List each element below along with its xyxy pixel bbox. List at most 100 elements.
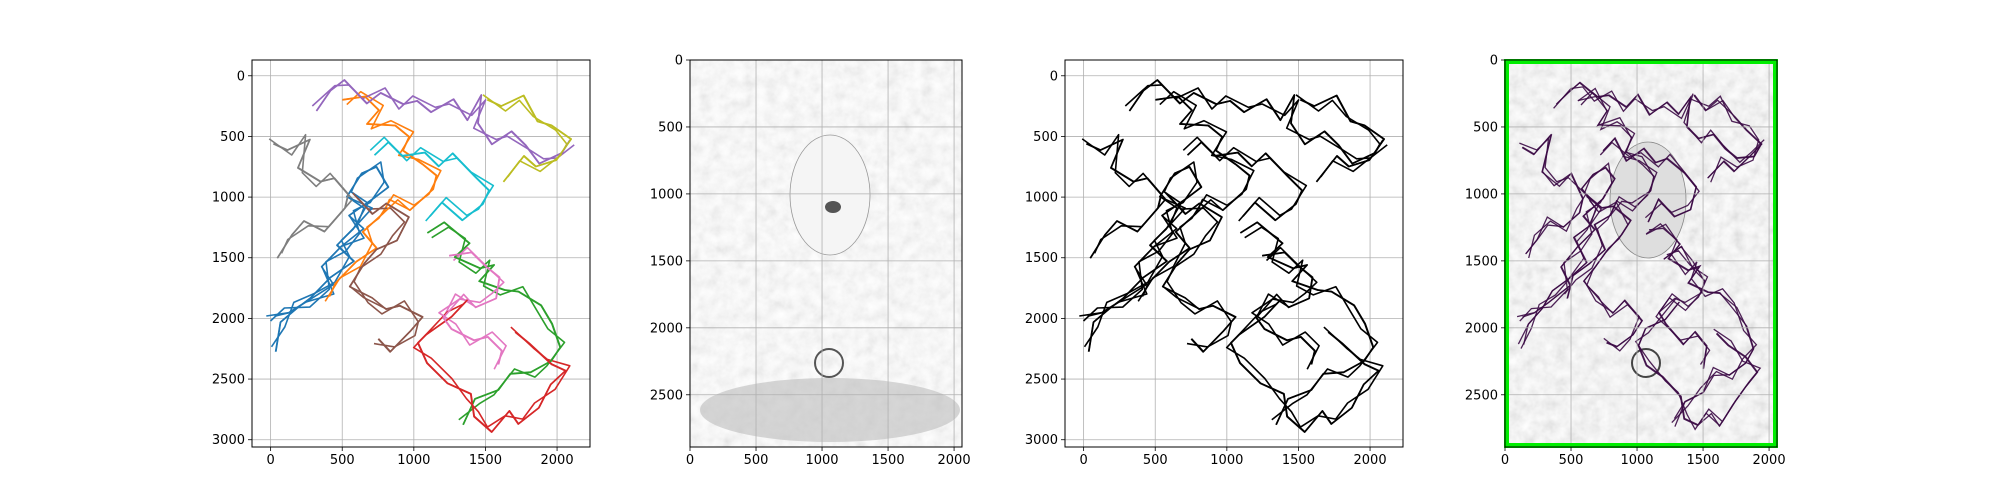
overlay-line (1634, 297, 1762, 431)
panel-4-face-shape (1609, 141, 1687, 259)
series-line (328, 95, 438, 297)
series-line (442, 251, 503, 365)
y-tick-label: 0 (675, 54, 683, 69)
overlay-line (1637, 301, 1758, 428)
y-tick-label: 2500 (1465, 388, 1498, 403)
panel-2-face-shape (789, 134, 871, 256)
overlay-line (1602, 137, 1697, 223)
x-tick-label: 500 (1143, 453, 1168, 468)
overlay-line (1645, 223, 1755, 419)
x-tick-label: 500 (1559, 453, 1584, 468)
series-line (1295, 94, 1381, 178)
x-tick-label: 2000 (541, 453, 574, 468)
y-tick-label: 1500 (650, 254, 683, 269)
series-line (486, 94, 572, 183)
panel-4-overlay (1516, 81, 1765, 431)
x-tick-label: 0 (1501, 453, 1509, 468)
y-tick-label: 1000 (1025, 191, 1058, 206)
series-line (1128, 79, 1384, 165)
panel-3-plot (1079, 79, 1388, 433)
series-line (1299, 94, 1385, 183)
panel-2-image-content (690, 60, 962, 447)
x-tick-label: 0 (1079, 453, 1087, 468)
panel-3-ticks: 0 500 1000 1500 2000 0 500 1000 1500 2000 2500 3000 (1025, 69, 1387, 468)
series-line (348, 192, 424, 353)
overlay-line (1521, 134, 1584, 255)
series-line (1087, 166, 1202, 352)
y-tick-label: 0 (1490, 54, 1498, 69)
y-tick-label: 0 (237, 69, 245, 84)
x-tick-label: 500 (330, 453, 355, 468)
x-tick-label: 1500 (1282, 453, 1315, 468)
panel-4-ticks: 0 500 1000 1500 2000 0 500 1000 1500 2000 2500 (1465, 54, 1786, 469)
x-tick-label: 0 (266, 453, 274, 468)
panel-4-flower (1631, 348, 1661, 378)
panel-2-image-edges: 0 500 1000 1500 2000 0 500 1000 1500 2000 2500 (650, 54, 971, 469)
x-tick-label: 1500 (872, 453, 905, 468)
series-line (373, 141, 490, 222)
x-tick-label: 1000 (397, 453, 430, 468)
series-line (1186, 141, 1303, 222)
panel-2-foliage (700, 378, 960, 442)
series-line (315, 79, 571, 165)
panel-2-ticks: 0 500 1000 1500 2000 0 500 1000 1500 2000 2500 (650, 54, 971, 469)
series-line (417, 298, 567, 433)
panel-4-image-overlay: 0 500 1000 1500 2000 0 500 1000 1500 2000 2500 (1465, 54, 1786, 469)
x-tick-label: 2000 (1354, 453, 1387, 468)
panel-2-frame (689, 59, 963, 448)
y-tick-label: 1500 (1465, 254, 1498, 269)
y-tick-label: 3000 (1025, 433, 1058, 448)
panel-3-frame (1064, 59, 1404, 448)
series-line (274, 166, 389, 352)
panel-4-frame (1504, 59, 1778, 448)
x-tick-label: 500 (744, 453, 769, 468)
x-tick-label: 2000 (1753, 453, 1786, 468)
panel-1-colored-random-walks: 0 500 1000 1500 2000 0 500 1000 1500 2000 2500 3000 (212, 59, 591, 468)
y-tick-label: 1500 (212, 251, 245, 266)
panel-2-nose (825, 201, 841, 213)
x-tick-label: 1500 (469, 453, 502, 468)
y-tick-label: 1000 (1465, 187, 1498, 202)
y-tick-label: 0 (1050, 69, 1058, 84)
series-line (1255, 251, 1316, 365)
y-tick-label: 500 (1473, 120, 1498, 135)
panel-3-black-random-walks: 0 500 1000 1500 2000 0 500 1000 1500 2000 2500 3000 (1025, 59, 1404, 468)
y-tick-label: 500 (220, 130, 245, 145)
series-line (1166, 197, 1233, 348)
overlay-line (1582, 195, 1643, 348)
overlay-line (1691, 95, 1760, 183)
y-tick-label: 2000 (1025, 312, 1058, 327)
y-tick-label: 3000 (212, 433, 245, 448)
overlay-line (1599, 141, 1700, 219)
panel-4-green-frame (1504, 59, 1778, 448)
overlay-line (1566, 87, 1655, 299)
y-tick-label: 2000 (650, 321, 683, 336)
x-tick-label: 2000 (938, 453, 971, 468)
series-line (1230, 298, 1380, 433)
y-tick-label: 1500 (1025, 251, 1058, 266)
panel-1-plot (266, 79, 575, 433)
panel-1-frame (251, 59, 591, 448)
y-tick-label: 500 (1033, 130, 1058, 145)
y-tick-label: 2500 (212, 373, 245, 388)
series-line (1141, 95, 1251, 297)
overlay-line (1693, 94, 1763, 179)
y-tick-label: 2000 (212, 312, 245, 327)
series-line (272, 138, 349, 259)
y-tick-label: 1000 (650, 187, 683, 202)
series-line (1085, 138, 1162, 259)
overlay-line (1553, 86, 1765, 164)
overlay-line (1649, 227, 1758, 424)
y-tick-label: 2500 (1025, 373, 1058, 388)
x-tick-label: 1500 (1687, 453, 1720, 468)
panel-4-image-content (1505, 60, 1777, 447)
series-line (353, 197, 420, 348)
x-tick-label: 0 (686, 453, 694, 468)
x-tick-label: 1000 (1210, 453, 1243, 468)
y-tick-label: 1000 (212, 191, 245, 206)
x-tick-label: 1000 (1620, 453, 1653, 468)
series-line (482, 94, 568, 178)
overlay-line (1522, 167, 1616, 345)
panel-2-flower (814, 348, 844, 378)
overlay-line (1555, 82, 1762, 159)
